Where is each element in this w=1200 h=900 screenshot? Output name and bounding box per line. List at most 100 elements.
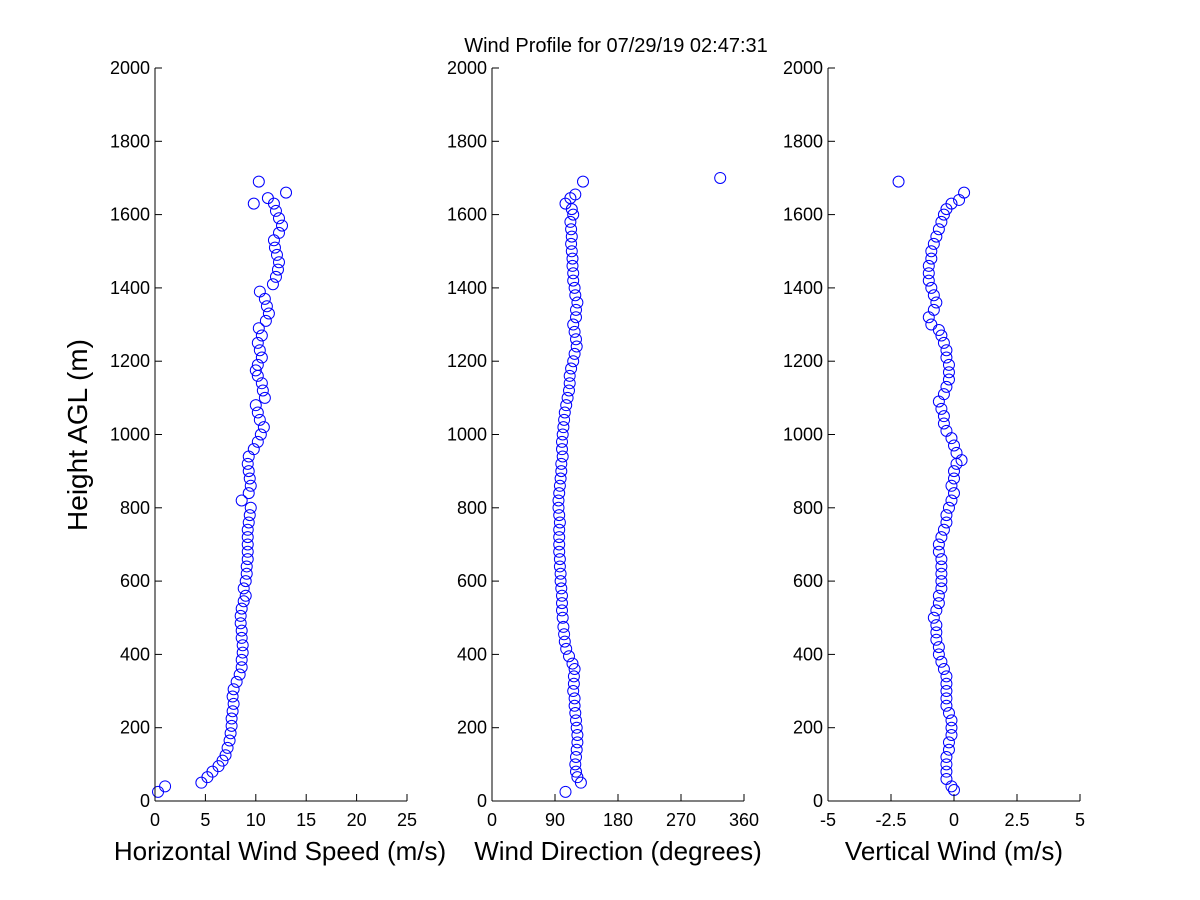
vertical-wind-point (935, 531, 948, 544)
vertical-wind-point (940, 699, 953, 712)
wind-direction-point (568, 699, 581, 712)
horizontal-wind-speed-point (237, 582, 250, 595)
wind-direction-point (554, 567, 567, 580)
wind-direction-point (567, 677, 580, 690)
wind-direction-point (569, 707, 582, 720)
vertical-wind-y-tick-label-9: 1800 (783, 131, 823, 151)
vertical-wind-point (942, 736, 955, 749)
horizontal-wind-speed-point (159, 780, 172, 793)
horizontal-wind-speed-point (247, 197, 260, 210)
horizontal-wind-speed-point (269, 270, 282, 283)
vertical-wind-point (945, 714, 958, 727)
vertical-wind-point (945, 721, 958, 734)
vertical-wind-y-tick-label-1: 200 (793, 718, 823, 738)
vertical-wind-point (932, 223, 945, 236)
wind-direction-point (555, 465, 568, 478)
vertical-wind-y-tick-label-3: 600 (793, 571, 823, 591)
vertical-wind-point (932, 545, 945, 558)
horizontal-wind-speed-point (236, 639, 249, 652)
horizontal-wind-speed-point (239, 575, 252, 588)
vertical-wind-point (945, 479, 958, 492)
wind-direction-point (714, 171, 727, 184)
horizontal-wind-speed-point (253, 344, 266, 357)
wind-direction-point (570, 340, 583, 353)
vertical-wind-x-tick-label-3: 2.5 (1004, 810, 1029, 830)
vertical-wind-y-ticks: 0 200 400 600 800 1000 1200 1400 1600 1800 2000 (783, 58, 835, 811)
vertical-wind-point (922, 274, 935, 287)
wind-direction-y-tick-label-5: 1000 (447, 425, 487, 445)
wind-direction-point (558, 628, 571, 641)
vertical-wind-y-tick-label-7: 1400 (783, 278, 823, 298)
wind-direction-point (552, 494, 565, 507)
wind-direction-x-tick-label-4: 360 (729, 810, 759, 830)
wind-direction-point (566, 657, 579, 670)
horizontal-wind-speed-point (247, 443, 260, 456)
wind-direction-point (554, 575, 567, 588)
horizontal-wind-speed-point (251, 435, 264, 448)
horizontal-wind-speed-x-tick-label-3: 15 (296, 810, 316, 830)
vertical-wind-y-tick-label-8: 1600 (783, 205, 823, 225)
wind-direction-point (565, 245, 578, 258)
horizontal-wind-speed-y-tick-label-7: 1400 (110, 278, 150, 298)
wind-direction-point (553, 523, 566, 536)
vertical-wind-point (948, 465, 960, 478)
wind-direction-point (553, 516, 566, 529)
horizontal-wind-speed-point (258, 292, 271, 305)
vertical-wind-point (930, 626, 943, 639)
vertical-wind-point (940, 751, 953, 764)
horizontal-wind-speed-point (227, 697, 240, 710)
horizontal-wind-speed-y-tick-label-0: 0 (140, 791, 150, 811)
wind-direction-point (568, 325, 581, 338)
horizontal-wind-speed-point (252, 175, 265, 188)
vertical-wind-point (932, 395, 945, 408)
vertical-wind-x-label: Vertical Wind (m/s) (845, 836, 1063, 866)
vertical-wind-x-tick-label-1: -2.5 (875, 810, 906, 830)
wind-direction-point (563, 650, 575, 663)
vertical-wind-point (937, 663, 950, 676)
wind-direction-markers (552, 171, 727, 798)
horizontal-wind-speed-point (244, 479, 257, 492)
vertical-wind-x-ticks: -5 -2.5 0 2.5 5 (820, 794, 1085, 830)
horizontal-wind-speed-point (251, 358, 264, 371)
horizontal-wind-speed-point (258, 391, 271, 404)
vertical-wind-point (935, 329, 948, 342)
horizontal-wind-speed-point (261, 192, 274, 205)
vertical-wind-point (935, 215, 948, 228)
vertical-wind-point (930, 230, 943, 243)
horizontal-wind-speed-point (241, 531, 254, 544)
wind-direction-point (570, 721, 583, 734)
horizontal-wind-speed-y-tick-label-6: 1200 (110, 351, 150, 371)
horizontal-wind-speed-x-tick-label-4: 20 (347, 810, 367, 830)
horizontal-wind-speed-y-tick-label-1: 200 (120, 718, 150, 738)
vertical-wind-y-tick-label-2: 400 (793, 644, 823, 664)
horizontal-wind-speed-x-tick-label-5: 25 (397, 810, 417, 830)
vertical-wind-point (942, 373, 955, 386)
vertical-wind-point (925, 245, 938, 258)
vertical-wind-point (925, 281, 938, 294)
vertical-wind-panel: -5 -2.5 0 2.5 5 0 200 400 600 800 1000 1200 1400 160… (783, 58, 1085, 866)
wind-direction-point (564, 215, 577, 228)
horizontal-wind-speed-x-tick-label-2: 10 (246, 810, 266, 830)
vertical-wind-markers (892, 175, 971, 797)
wind-direction-x-tick-label-3: 270 (666, 810, 696, 830)
wind-direction-point (570, 311, 582, 324)
wind-direction-point (569, 289, 582, 302)
wind-direction-point (553, 509, 566, 522)
wind-direction-point (567, 318, 580, 331)
wind-direction-point (566, 252, 579, 265)
vertical-wind-point (940, 344, 953, 357)
wind-direction-point (556, 435, 568, 448)
wind-direction-point (556, 604, 568, 617)
vertical-wind-y-tick-label-6: 1200 (783, 351, 823, 371)
horizontal-wind-speed-point (242, 516, 255, 529)
wind-direction-point (559, 785, 572, 798)
horizontal-wind-speed-point (221, 741, 234, 754)
horizontal-wind-speed-point (234, 617, 247, 630)
wind-direction-point (557, 421, 570, 434)
horizontal-wind-speed-point (226, 690, 239, 703)
horizontal-wind-speed-point (254, 428, 267, 441)
horizontal-wind-speed-point (235, 653, 248, 666)
wind-direction-point (553, 553, 566, 566)
wind-direction-x-tick-label-1: 90 (545, 810, 565, 830)
vertical-wind-point (942, 366, 955, 379)
